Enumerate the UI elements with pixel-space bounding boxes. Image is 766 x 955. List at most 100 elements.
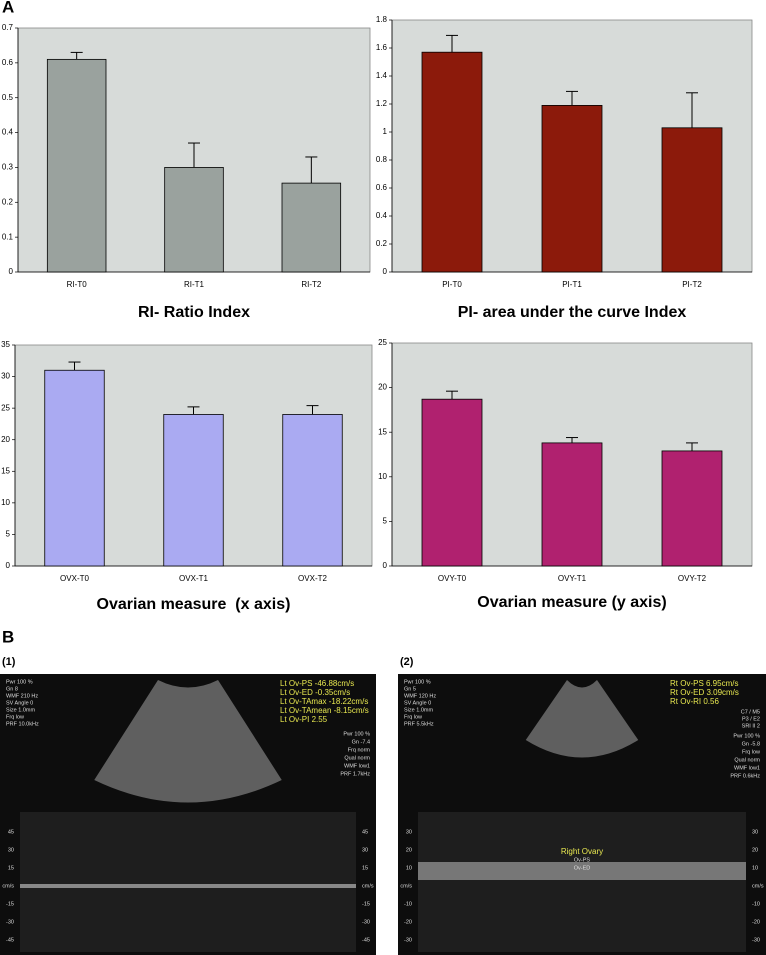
bar (46, 58, 107, 273)
y-tick-label: 10 (378, 472, 387, 481)
doppler-baseline (418, 862, 746, 880)
setting: Frq low (6, 714, 24, 720)
scale-label: cm/s (2, 883, 14, 889)
chart-title: PI- area under the curve Index (458, 304, 687, 321)
y-tick-label: 0.2 (2, 197, 14, 206)
scale-label: 15 (8, 865, 14, 871)
y-tick-label: 0 (383, 561, 388, 570)
doppler-baseline (20, 884, 356, 888)
annotation: Right Ovary (561, 847, 603, 856)
y-tick-label: 0 (383, 267, 388, 276)
y-tick-label: 25 (378, 338, 387, 347)
y-tick-label: 1.2 (376, 99, 388, 108)
measurement: Lt Ov-PI 2.55 (280, 715, 328, 724)
y-tick-label: 35 (1, 340, 10, 349)
scale-label: -10 (752, 901, 760, 907)
bar (541, 105, 603, 273)
y-tick-label: 0.7 (2, 23, 14, 32)
y-tick-label: 15 (378, 427, 387, 436)
bar (661, 450, 723, 567)
probe-info: C7 / M5 (741, 709, 760, 715)
x-tick-label: OVX-T1 (179, 574, 208, 583)
y-tick-label: 0.6 (376, 183, 388, 192)
setting-right: Gn -5.8 (742, 741, 760, 747)
bar (541, 442, 603, 567)
setting-right: Gn -7.4 (352, 739, 370, 745)
setting: WMF 120 Hz (404, 693, 436, 699)
chart-title: Ovarian measure (y axis) (477, 594, 666, 611)
scale-label: 20 (752, 847, 758, 853)
scale-label: cm/s (362, 883, 374, 889)
chart-title: RI- Ratio Index (138, 304, 250, 321)
x-tick-label: OVY-T2 (678, 574, 707, 583)
setting: SV Angle 0 (404, 700, 431, 706)
setting-right: PRF 0.6kHz (730, 773, 760, 779)
chart-title: Ovarian measure (x axis) (97, 596, 291, 613)
scale-label: -30 (6, 919, 14, 925)
y-tick-label: 0.6 (2, 58, 14, 67)
x-tick-label: PI-T2 (682, 280, 702, 289)
y-tick-label: 5 (383, 517, 388, 526)
measurement: Lt Ov-ED -0.35cm/s (280, 688, 350, 697)
measurement: Lt Ov-TAmean -8.15cm/s (280, 706, 369, 715)
x-tick-label: OVY-T0 (438, 574, 467, 583)
x-tick-label: OVY-T1 (558, 574, 587, 583)
scale-label: cm/s (400, 883, 412, 889)
setting: PRF 5.5kHz (404, 721, 434, 727)
y-tick-label: 0.4 (2, 128, 14, 137)
y-tick-label: 0 (9, 267, 14, 276)
setting: Frq low (404, 714, 422, 720)
scale-label: -20 (752, 919, 760, 925)
y-tick-label: 5 (6, 530, 11, 539)
bar (661, 127, 723, 273)
scale-label: 15 (362, 865, 368, 871)
measurement: Lt Ov-PS -46.88cm/s (280, 679, 354, 688)
y-tick-label: 20 (378, 383, 387, 392)
y-tick-label: 1 (383, 127, 388, 136)
x-tick-label: RI-T1 (184, 280, 205, 289)
measurement: Rt Ov-RI 0.56 (670, 697, 719, 706)
scale-label: -10 (404, 901, 412, 907)
doppler-strip (20, 812, 356, 952)
x-tick-label: PI-T0 (442, 280, 462, 289)
setting: Pwr 100 % (404, 679, 431, 685)
setting: SV Angle 0 (6, 700, 33, 706)
y-tick-label: 0 (6, 561, 11, 570)
scale-label: -30 (752, 937, 760, 943)
y-tick-label: 1.8 (376, 15, 388, 24)
panel-label: A (2, 0, 14, 16)
bar (164, 167, 224, 273)
probe-info: P3 / E2 (742, 716, 760, 722)
x-tick-label: RI-T0 (67, 280, 88, 289)
y-tick-label: 0.1 (2, 232, 14, 241)
scale-label: 20 (406, 847, 412, 853)
scale-label: -45 (6, 937, 14, 943)
setting-right: WMF low1 (734, 765, 760, 771)
doppler-strip (418, 812, 746, 952)
setting: Gn 8 (6, 686, 18, 692)
setting: Size 1.0mm (6, 707, 35, 713)
y-tick-label: 0.2 (376, 239, 388, 248)
panel-label: B (2, 627, 14, 646)
setting: Size 1.0mm (404, 707, 433, 713)
scale-label: 10 (406, 865, 412, 871)
x-tick-label: PI-T1 (562, 280, 582, 289)
y-tick-label: 1.6 (376, 43, 388, 52)
bar (163, 414, 224, 567)
y-tick-label: 0.5 (2, 93, 14, 102)
y-tick-label: 10 (1, 498, 10, 507)
bar (421, 398, 483, 567)
y-tick-label: 25 (1, 403, 10, 412)
scale-label: -30 (404, 937, 412, 943)
setting-right: PRF 1.7kHz (340, 771, 370, 777)
y-tick-label: 15 (1, 466, 10, 475)
x-tick-label: OVX-T0 (60, 574, 89, 583)
setting: Pwr 100 % (6, 679, 33, 685)
setting-right: Frq norm (348, 747, 371, 753)
scale-label: -15 (362, 901, 370, 907)
scale-label: 30 (752, 829, 758, 835)
y-tick-label: 1.4 (376, 71, 388, 80)
setting-right: Pwr 100 % (343, 731, 370, 737)
scale-label: -30 (362, 919, 370, 925)
